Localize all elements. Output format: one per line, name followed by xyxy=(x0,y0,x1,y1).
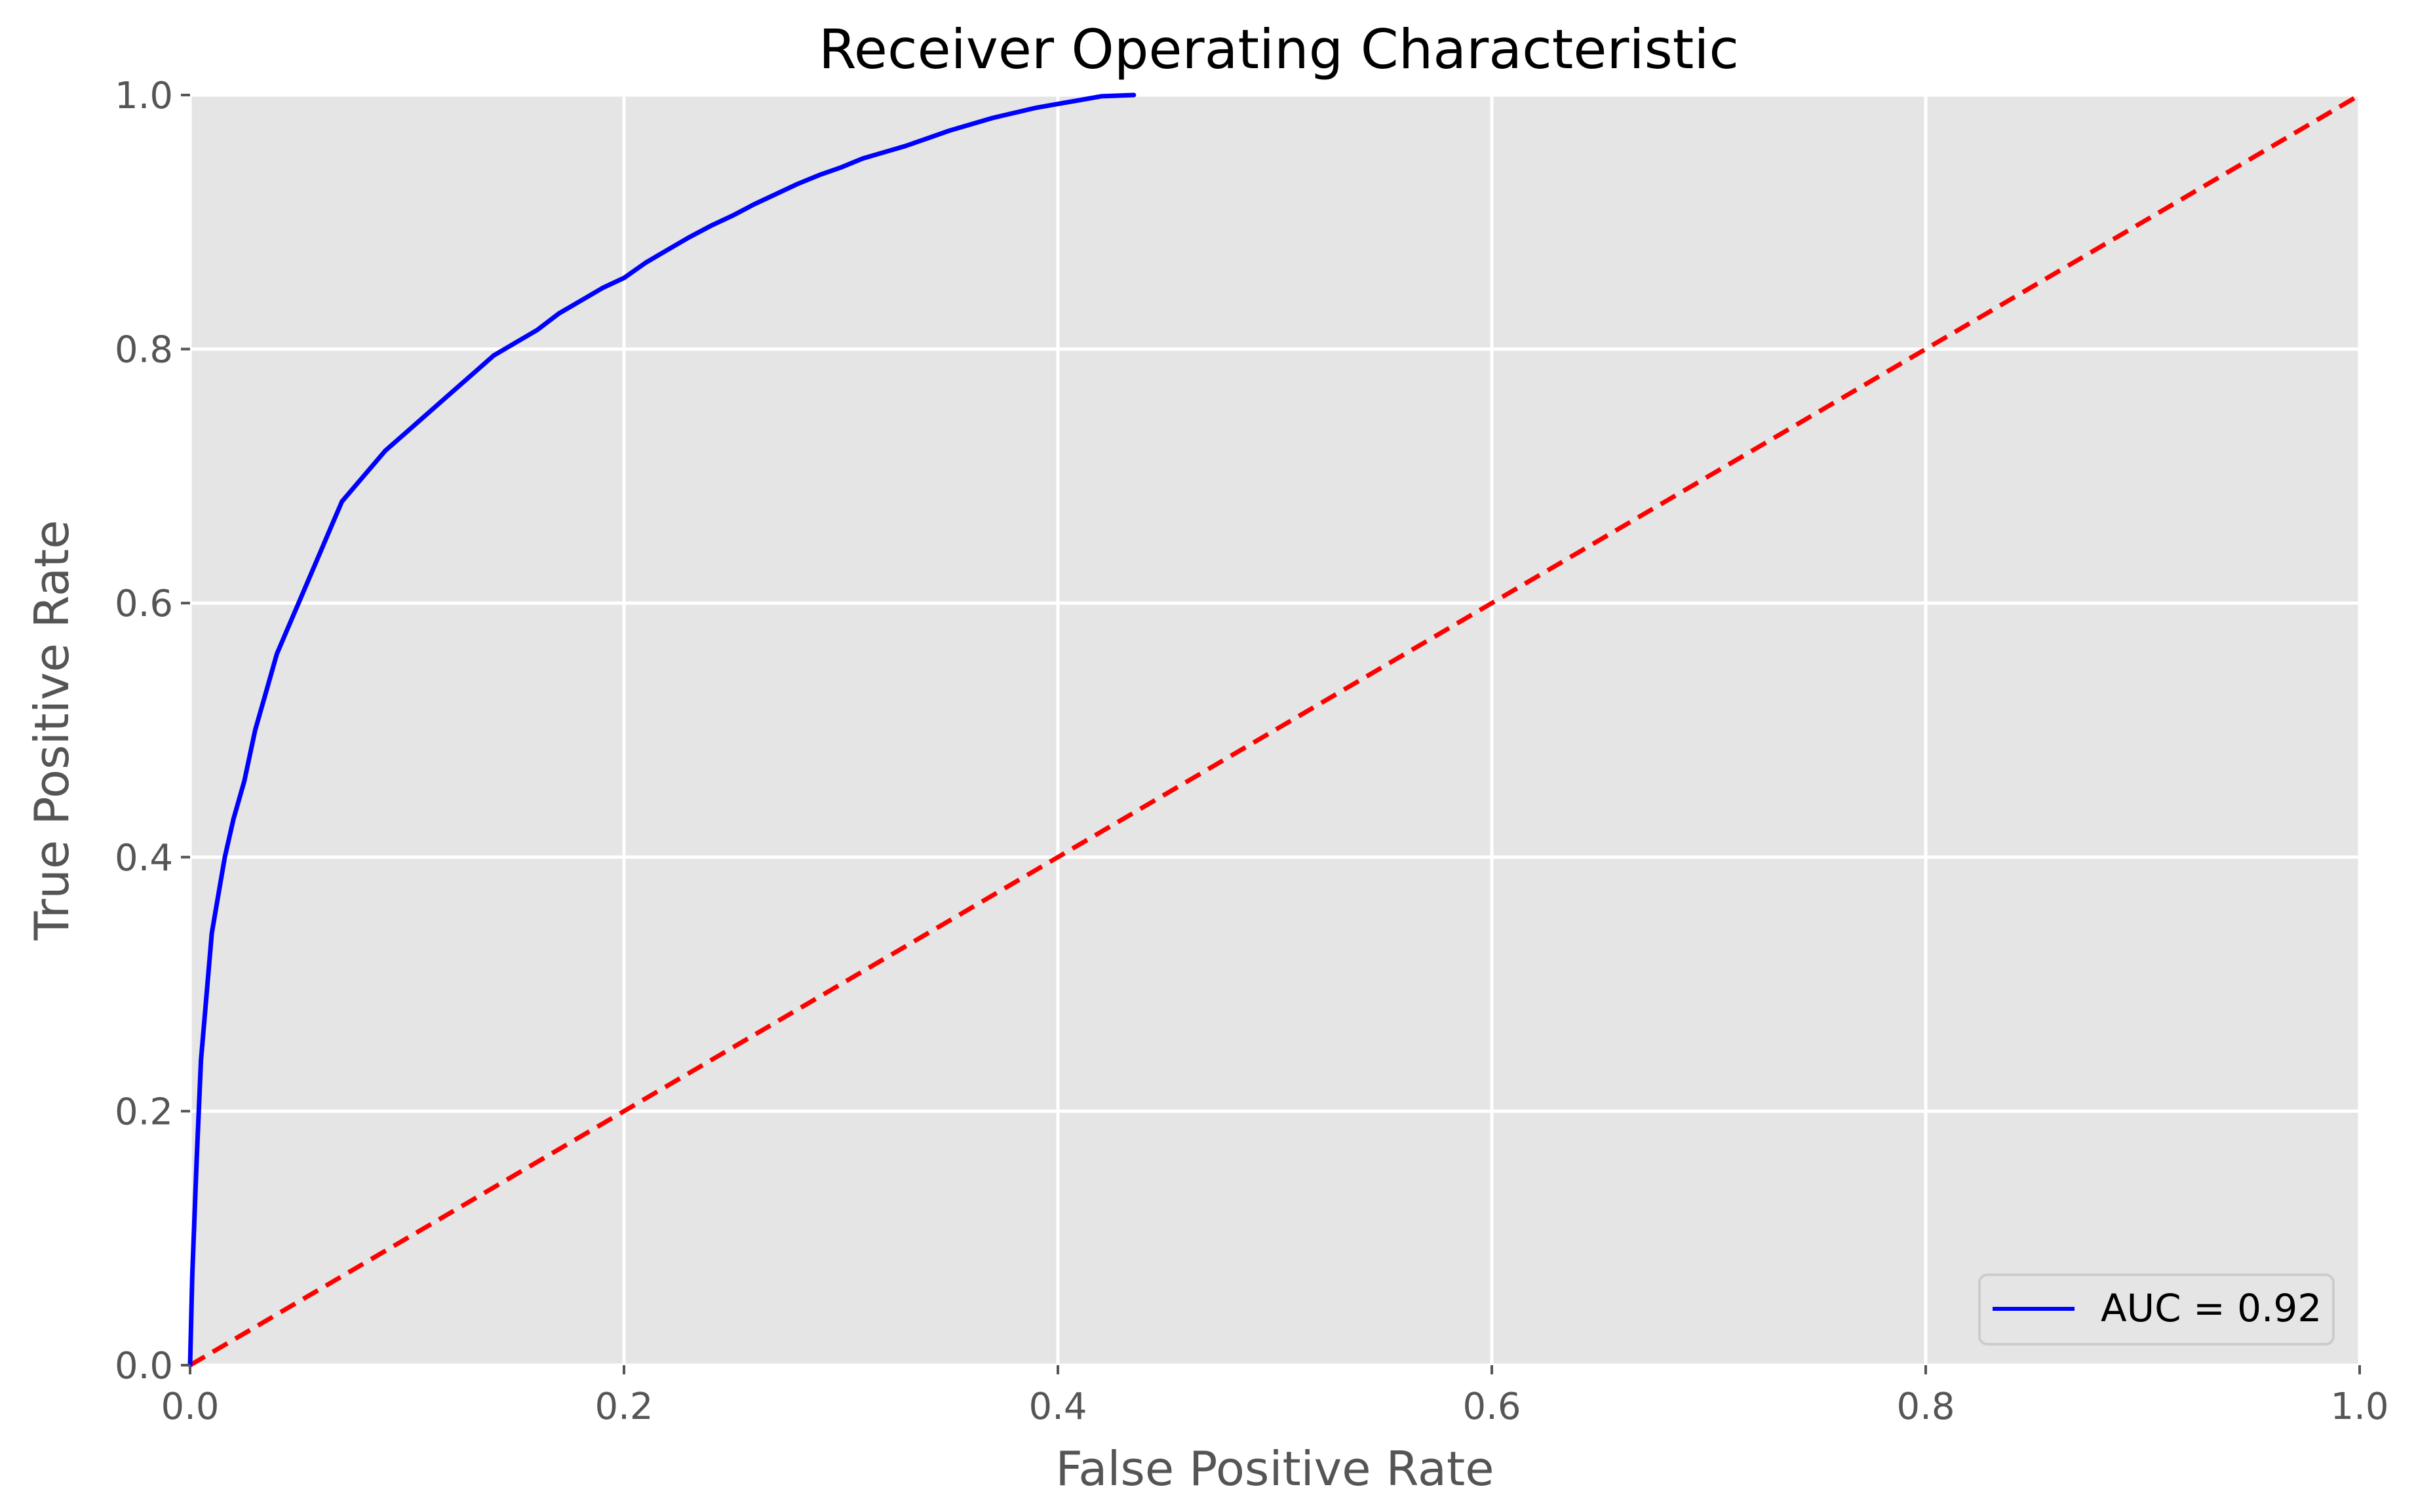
chart-title: Receiver Operating Characteristic xyxy=(819,18,1739,81)
legend-box xyxy=(1978,1273,2335,1346)
y-tick-label-0: 0.0 xyxy=(115,1345,173,1387)
x-tick-label-5: 1.0 xyxy=(2330,1386,2388,1428)
legend-label-auc: AUC = 0.92 xyxy=(2101,1286,2322,1330)
y-tick-label-2: 0.4 xyxy=(115,837,173,880)
series-layer xyxy=(187,92,2361,1368)
y-axis-label: True Positive Rate xyxy=(24,520,79,940)
grid-lines xyxy=(188,93,2362,1367)
plot-background xyxy=(190,95,2360,1365)
x-tick-label-0: 0.0 xyxy=(161,1386,219,1428)
plot-area xyxy=(187,92,2362,1368)
y-tick-label-1: 0.2 xyxy=(115,1091,173,1133)
y-tick-label-5: 1.0 xyxy=(115,75,173,117)
x-axis-label: False Positive Rate xyxy=(1055,1441,1494,1496)
legend: AUC = 0.92 xyxy=(1978,1273,2335,1346)
x-tick-label-1: 0.2 xyxy=(594,1386,653,1428)
x-axis-ticks: 0.0 0.2 0.4 0.6 0.8 1.0 xyxy=(161,1365,2389,1428)
x-tick-label-2: 0.4 xyxy=(1028,1386,1087,1428)
x-tick-label-3: 0.6 xyxy=(1462,1386,1521,1428)
y-tick-label-3: 0.6 xyxy=(115,583,173,625)
y-axis-ticks: 0.0 0.2 0.4 0.6 0.8 1.0 xyxy=(115,75,190,1387)
x-tick-label-4: 0.8 xyxy=(1896,1386,1955,1428)
y-tick-label-4: 0.8 xyxy=(115,329,173,372)
roc-curve-line xyxy=(187,92,1137,1368)
